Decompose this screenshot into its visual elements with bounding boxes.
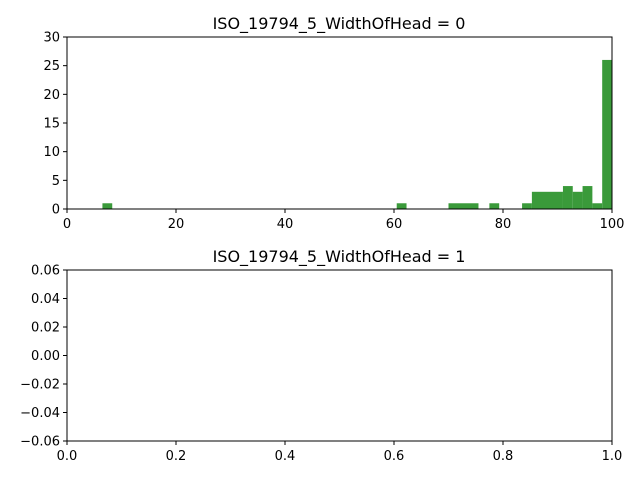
- y-axis-top: 0 5 10 15 20 25 30: [43, 31, 67, 218]
- histogram-bar: [602, 59, 612, 209]
- y-tick-label: 15: [43, 117, 60, 132]
- x-tick-label: 0.0: [57, 449, 78, 464]
- histogram-bar: [582, 186, 593, 209]
- histogram-bar: [562, 186, 573, 209]
- plot-frame-bottom: [66, 269, 613, 442]
- y-tick-label: −0.06: [20, 435, 60, 450]
- histogram-bar: [448, 203, 479, 209]
- histogram-bar: [522, 203, 532, 209]
- y-tick-label: 0.04: [31, 292, 60, 307]
- y-tick-label: 10: [43, 145, 60, 160]
- y-tick-label: 0.06: [31, 264, 60, 279]
- x-tick-label: 80: [495, 217, 512, 232]
- x-tick-label: 0.8: [493, 449, 514, 464]
- y-tick-label: 20: [43, 88, 60, 103]
- histogram-bar: [531, 191, 563, 209]
- plot-frame-top: [66, 36, 613, 210]
- subplot-bottom: ISO_19794_5_WidthOfHead = 1 0.0 0.2 0.4 0.6…: [20, 247, 622, 464]
- x-tick-label: 0.6: [384, 449, 405, 464]
- histogram-bar: [489, 203, 500, 209]
- x-tick-label: 100: [600, 217, 625, 232]
- y-tick-label: 25: [43, 59, 60, 74]
- x-tick-label: 60: [386, 217, 403, 232]
- x-tick-label: 40: [277, 217, 294, 232]
- histogram-bar: [572, 191, 583, 209]
- chart-title-bottom: ISO_19794_5_WidthOfHead = 1: [213, 247, 466, 267]
- subplot-top: ISO_19794_5_WidthOfHead = 0 0 20 40 60 80 100…: [43, 14, 624, 232]
- y-tick-label: 30: [43, 31, 60, 46]
- y-tick-label: 5: [52, 174, 60, 189]
- x-axis-bottom: 0.0 0.2 0.4 0.6 0.8 1.0: [57, 441, 623, 464]
- x-tick-label: 1.0: [602, 449, 623, 464]
- x-tick-label: 0.4: [275, 449, 296, 464]
- y-tick-label: 0: [52, 203, 60, 218]
- y-tick-label: −0.02: [20, 378, 60, 393]
- y-tick-label: 0.02: [31, 321, 60, 336]
- y-tick-label: −0.04: [20, 406, 60, 421]
- x-tick-label: 0: [63, 217, 71, 232]
- histogram-bar: [102, 203, 113, 209]
- histogram-bar: [592, 203, 603, 209]
- histogram-bar: [396, 203, 407, 209]
- x-tick-label: 0.2: [166, 449, 187, 464]
- x-tick-label: 20: [168, 217, 185, 232]
- y-tick-label: 0.00: [31, 349, 60, 364]
- histogram-bars-top: [102, 59, 612, 209]
- chart-title-top: ISO_19794_5_WidthOfHead = 0: [213, 14, 466, 34]
- y-axis-bottom: −0.06 −0.04 −0.02 0.00 0.02 0.04 0.06: [20, 264, 67, 450]
- x-axis-top: 0 20 40 60 80 100: [63, 209, 625, 232]
